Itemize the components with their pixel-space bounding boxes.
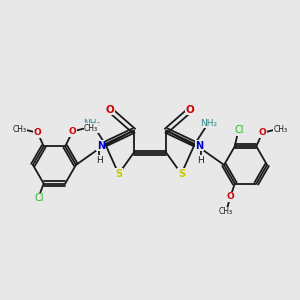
Text: NH₂: NH₂: [200, 118, 217, 127]
Text: NH₂: NH₂: [83, 118, 100, 127]
Text: O: O: [186, 105, 195, 115]
Text: O: O: [105, 105, 114, 115]
Text: Cl: Cl: [235, 125, 244, 135]
Text: O: O: [258, 128, 266, 137]
Text: Cl: Cl: [34, 194, 44, 203]
Text: H: H: [197, 156, 204, 165]
Text: H: H: [96, 156, 103, 165]
Text: O: O: [34, 128, 42, 137]
Text: CH₃: CH₃: [274, 125, 288, 134]
Text: S: S: [178, 169, 185, 179]
Text: CH₃: CH₃: [84, 124, 98, 133]
Text: N: N: [195, 140, 203, 151]
Text: O: O: [226, 193, 234, 202]
Text: CH₃: CH₃: [219, 207, 233, 216]
Text: O: O: [69, 127, 76, 136]
Text: CH₃: CH₃: [12, 125, 26, 134]
Text: N: N: [97, 140, 105, 151]
Text: S: S: [115, 169, 122, 179]
